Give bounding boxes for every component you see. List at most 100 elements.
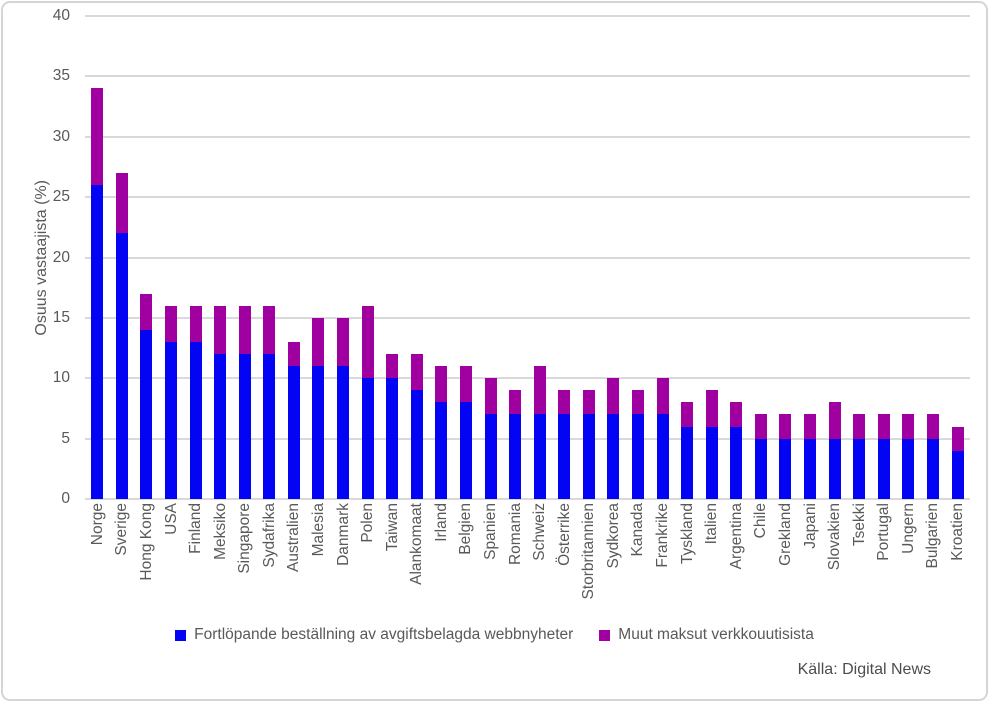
gridline-10 bbox=[85, 377, 970, 380]
legend-item-other-payments: Muut maksut verkkouutisista bbox=[599, 626, 814, 644]
x-label-frankrike: Frankrike bbox=[654, 503, 672, 568]
bar-segment-series1 bbox=[902, 414, 915, 439]
bar-segment-series0 bbox=[165, 342, 178, 499]
x-label-australien: Australien bbox=[285, 503, 303, 572]
bar-segment-series0 bbox=[115, 233, 128, 499]
bar-segment-series1 bbox=[582, 390, 595, 415]
x-label-polen: Polen bbox=[359, 503, 377, 543]
bar-tyskland bbox=[675, 16, 700, 499]
bar-segment-series0 bbox=[484, 414, 497, 499]
bar-segment-series0 bbox=[853, 438, 866, 499]
bar-finland bbox=[183, 16, 208, 499]
x-label-argentina: Argentina bbox=[727, 503, 745, 570]
x-label-chile: Chile bbox=[752, 503, 770, 539]
y-tick-labels: 0 5 10 15 20 25 30 35 40 bbox=[28, 7, 70, 507]
bar-segment-series0 bbox=[435, 402, 448, 499]
x-label-japani: Japani bbox=[801, 503, 819, 549]
bar-italien bbox=[699, 16, 724, 499]
bar-storbritannien bbox=[577, 16, 602, 499]
bar-frankrike bbox=[650, 16, 675, 499]
gridline-5 bbox=[85, 437, 970, 440]
bar-malesia bbox=[306, 16, 331, 499]
y-tick-20: 20 bbox=[52, 248, 70, 266]
bar-segment-series1 bbox=[681, 402, 694, 427]
bar-segment-series0 bbox=[754, 438, 767, 499]
bar-segment-series0 bbox=[386, 378, 399, 499]
x-label-malesia: Malesia bbox=[309, 503, 327, 557]
bar-usa bbox=[159, 16, 184, 499]
bar-segment-series1 bbox=[828, 402, 841, 439]
legend-swatch-series0 bbox=[175, 629, 187, 641]
bar-belgien bbox=[454, 16, 479, 499]
x-label-bulgarien: Bulgarien bbox=[924, 503, 942, 569]
y-tick-25: 25 bbox=[52, 188, 70, 206]
bar-norge bbox=[85, 16, 110, 499]
gridline-30 bbox=[85, 135, 970, 138]
bar-segment-series0 bbox=[214, 354, 227, 499]
bar-segment-series0 bbox=[533, 414, 546, 499]
legend-label-other-payments: Muut maksut verkkouutisista bbox=[618, 626, 814, 643]
bar-australien bbox=[282, 16, 307, 499]
x-label-singapore: Singapore bbox=[236, 503, 254, 574]
bar-segment-series1 bbox=[632, 390, 644, 415]
bar-segment-series1 bbox=[115, 172, 128, 234]
bar-segment-series0 bbox=[582, 414, 595, 499]
gridline-35 bbox=[85, 75, 970, 78]
bar-romania bbox=[503, 16, 528, 499]
x-label-slovakien: Slovakien bbox=[826, 503, 844, 571]
x-label-sydkorea: Sydkorea bbox=[604, 503, 622, 569]
y-tick-35: 35 bbox=[52, 67, 70, 85]
bar-segment-series1 bbox=[214, 305, 227, 355]
bar-segment-series0 bbox=[337, 366, 350, 499]
y-tick-10: 10 bbox=[52, 369, 70, 387]
bar-portugal bbox=[872, 16, 897, 499]
bar-segment-series1 bbox=[804, 414, 817, 439]
bar-singapore bbox=[232, 16, 257, 499]
bar-polen bbox=[355, 16, 380, 499]
bar-segment-series1 bbox=[607, 378, 620, 415]
x-label-hong-kong: Hong Kong bbox=[137, 503, 155, 581]
bar-schweiz bbox=[527, 16, 552, 499]
bar-sydafrika bbox=[257, 16, 282, 499]
gridline-25 bbox=[85, 196, 970, 199]
gridline-0 bbox=[85, 498, 970, 500]
bar-segment-series1 bbox=[484, 378, 497, 415]
bar-segment-series0 bbox=[287, 366, 300, 499]
gridline-15 bbox=[85, 316, 970, 319]
plot-area bbox=[85, 15, 970, 500]
y-tick-40: 40 bbox=[52, 7, 70, 24]
y-tick-0: 0 bbox=[61, 490, 70, 507]
bar-segment-series1 bbox=[656, 378, 669, 415]
x-label-sydafrika: Sydafrika bbox=[260, 503, 278, 568]
x-label-tsekki: Tsekki bbox=[850, 503, 868, 547]
y-tick-5: 5 bbox=[61, 429, 70, 447]
bar-segment-series0 bbox=[632, 414, 644, 499]
bar-segment-series0 bbox=[312, 366, 325, 499]
bar-meksiko bbox=[208, 16, 233, 499]
bar-kroatien bbox=[945, 16, 970, 499]
legend: Fortlöpande beställning av avgiftsbelagd… bbox=[0, 626, 989, 644]
bar-argentina bbox=[724, 16, 749, 499]
bar-tsekki bbox=[847, 16, 872, 499]
x-axis-labels: Norge Sverige Hong Kong USA Finland Meksiko Si… bbox=[85, 503, 970, 615]
x-label-sverige: Sverige bbox=[113, 503, 131, 556]
bar-segment-series1 bbox=[140, 293, 153, 330]
y-tick-15: 15 bbox=[52, 308, 70, 326]
bar-segment-series0 bbox=[804, 438, 817, 499]
x-label-danmark: Danmark bbox=[334, 503, 352, 566]
bar-segment-series1 bbox=[238, 305, 251, 355]
bar-taiwan bbox=[380, 16, 405, 499]
bar-segment-series1 bbox=[312, 317, 325, 367]
bar-segment-series0 bbox=[189, 342, 202, 499]
x-label-italien: Italien bbox=[703, 503, 721, 545]
legend-swatch-series1 bbox=[599, 629, 611, 641]
bar-segment-series0 bbox=[140, 329, 153, 499]
x-label-portugal: Portugal bbox=[875, 503, 893, 561]
bar-segment-series0 bbox=[459, 402, 472, 499]
bar-segment-series0 bbox=[681, 426, 694, 499]
bar-segment-series1 bbox=[361, 305, 374, 379]
bar-segment-series0 bbox=[828, 438, 841, 499]
bar-alankomaat bbox=[405, 16, 430, 499]
bar-spanien bbox=[478, 16, 503, 499]
